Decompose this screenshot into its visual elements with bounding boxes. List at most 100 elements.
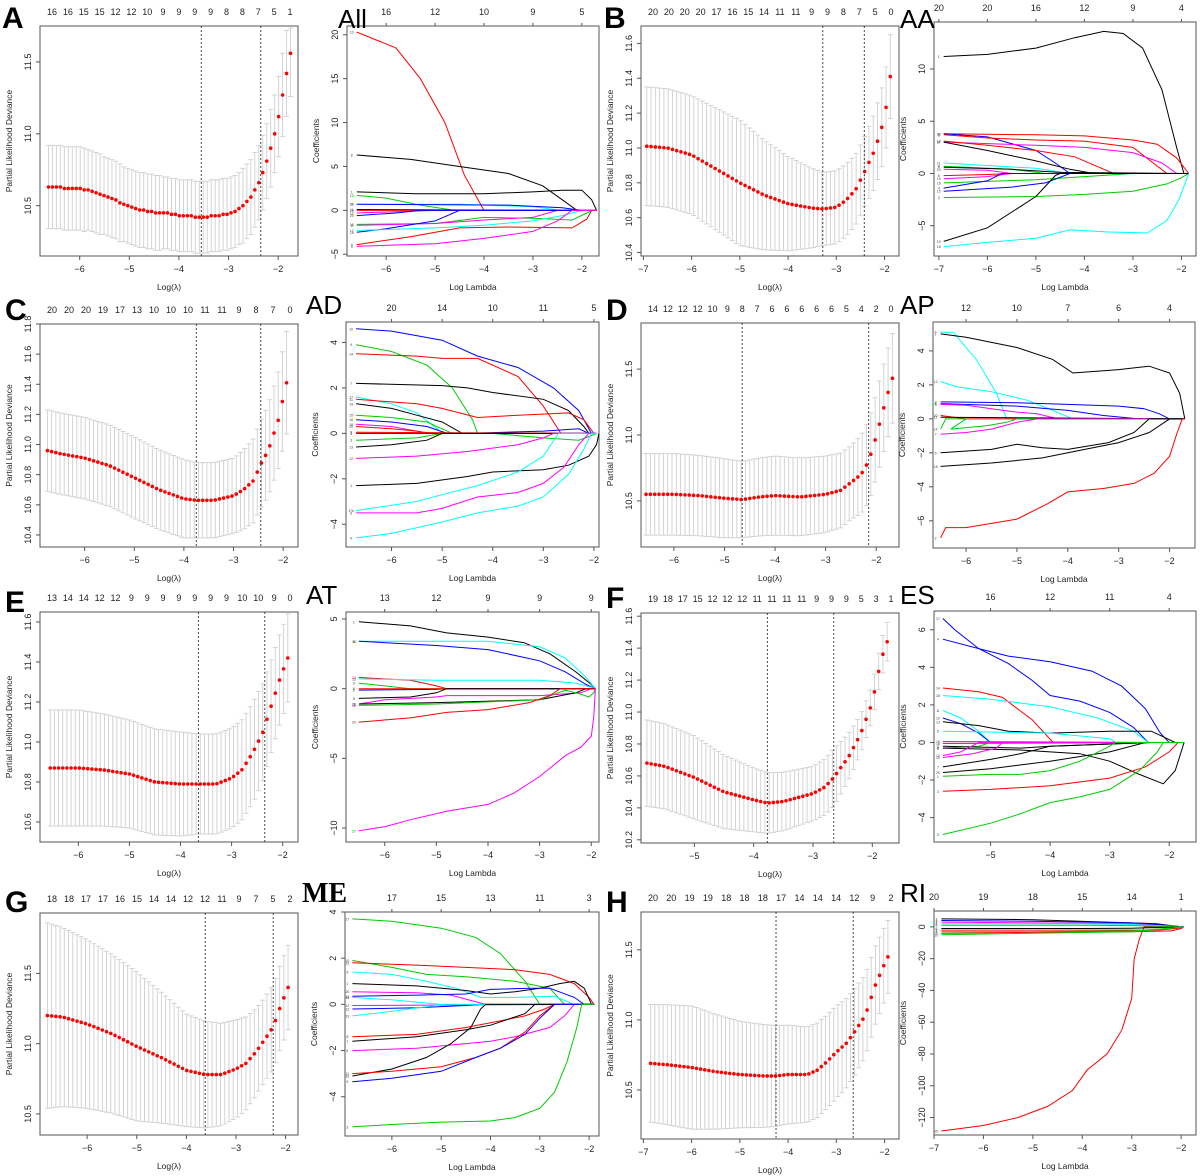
deviance-point (791, 494, 795, 499)
deviance-point (869, 452, 873, 457)
deviance-point (644, 144, 649, 149)
coef-path-label: 11 (934, 416, 938, 420)
deviance-point (683, 493, 687, 497)
coef-path-label: 10 (936, 717, 940, 721)
y-tick-label: 10.4 (624, 244, 634, 262)
deviance-point (235, 771, 240, 775)
y-tick-label: 5 (917, 119, 927, 124)
y-tick-label: 20 (330, 30, 340, 40)
deviance-point (754, 798, 759, 803)
deviance-point (205, 498, 209, 503)
deviance-point (175, 494, 180, 499)
plot-frame (39, 912, 299, 1136)
deviance-point (824, 206, 829, 211)
x-tick-label: −4 (479, 264, 489, 274)
top-tick-label: 14 (1127, 892, 1137, 902)
coef-path-6 (940, 331, 1185, 420)
top-count-label: 2 (874, 304, 879, 314)
deviance-point (828, 206, 833, 210)
top-tick-label: 11 (535, 893, 544, 903)
coef-path-label: 7 (350, 382, 352, 386)
top-tick-label: 12 (431, 593, 441, 603)
y-tick-label: 11.5 (23, 965, 33, 982)
deviance-point (687, 152, 692, 157)
plot-frame (640, 612, 900, 844)
y-tick-label: 10.6 (23, 496, 33, 514)
deviance-point (247, 483, 251, 487)
deviance-point (860, 470, 864, 475)
top-tick-label: 7 (1065, 303, 1070, 313)
deviance-point (131, 773, 136, 778)
deviance-point (709, 164, 713, 168)
top-count-label: 9 (192, 593, 197, 603)
coef-path-9 (941, 926, 1184, 934)
deviance-point (665, 492, 670, 497)
y-tick-label: 11.0 (23, 734, 33, 751)
deviance-point (875, 139, 880, 144)
y-tick-label: 4 (917, 665, 927, 670)
coef-path-18 (943, 173, 1190, 248)
top-tick-label: 12 (1045, 592, 1055, 602)
deviance-point (223, 778, 228, 783)
coef-path-label: 16 (352, 704, 356, 708)
top-count-label: 1 (888, 594, 893, 604)
deviance-point (886, 955, 890, 959)
deviance-point (830, 777, 835, 781)
deviance-point (869, 995, 874, 1000)
coef-path-3 (358, 682, 596, 690)
deviance-point (253, 188, 257, 192)
y-tick-label: 11.5 (624, 941, 634, 958)
x-tick-label: −5 (1012, 556, 1022, 566)
panel-group-label: RI (900, 878, 926, 908)
x-tick-label: −5 (735, 264, 745, 274)
deviance-point (751, 187, 756, 192)
top-count-label: 12 (693, 304, 703, 314)
coef-path-label: 3 (938, 196, 940, 200)
top-count-label: 8 (841, 7, 846, 17)
top-count-label: 9 (192, 7, 197, 17)
deviance-point (272, 431, 276, 435)
top-count-label: 8 (253, 305, 258, 315)
coef-path-3 (940, 401, 1185, 420)
deviance-point (155, 1053, 160, 1058)
x-tick-label: −2 (278, 555, 288, 565)
deviance-point (782, 1073, 786, 1077)
deviance-point (150, 484, 155, 489)
deviance-point (704, 781, 708, 785)
x-axis-label: Log(λ) (758, 1165, 782, 1175)
y-axis-label: Partial Likelihood Deviance (605, 676, 615, 779)
deviance-point (748, 1073, 753, 1077)
top-count-label: 0 (888, 7, 893, 17)
plot-frame (932, 321, 1196, 549)
x-tick-label: −3 (226, 850, 236, 860)
deviance-point (163, 490, 167, 494)
y-tick-label: −5 (329, 753, 339, 763)
coef-path-7 (940, 418, 1185, 435)
y-axis-label: Partial Likelihood Deviance (4, 675, 14, 778)
deviance-point (66, 453, 71, 457)
top-count-label: 12 (663, 304, 673, 314)
coef-path-label: 7 (935, 433, 937, 437)
top-count-label: 15 (132, 894, 142, 904)
coef-path-label: 13 (936, 720, 940, 724)
y-axis-label: Coefficients (897, 413, 907, 457)
top-tick-label: 4 (1167, 592, 1172, 602)
coef-path-label: 17b (348, 509, 354, 513)
deviance-point (104, 462, 108, 467)
deviance-point (217, 497, 222, 501)
deviance-point (713, 495, 718, 500)
deviance-point (798, 204, 803, 208)
top-count-label: 9 (870, 893, 875, 903)
top-count-label: 15 (79, 7, 89, 17)
deviance-point (840, 1045, 844, 1049)
deviance-point (740, 1072, 745, 1077)
deviance-point (245, 199, 249, 204)
top-tick-label: 17 (387, 893, 397, 903)
x-tick-label: −3 (1128, 264, 1138, 274)
coef-path-6 (356, 432, 597, 514)
deviance-point (108, 464, 113, 468)
coef-path-label: 8 (351, 154, 353, 158)
top-count-label: 2 (888, 893, 893, 903)
deviance-point (836, 1048, 840, 1053)
x-tick-label: −5 (431, 850, 441, 860)
